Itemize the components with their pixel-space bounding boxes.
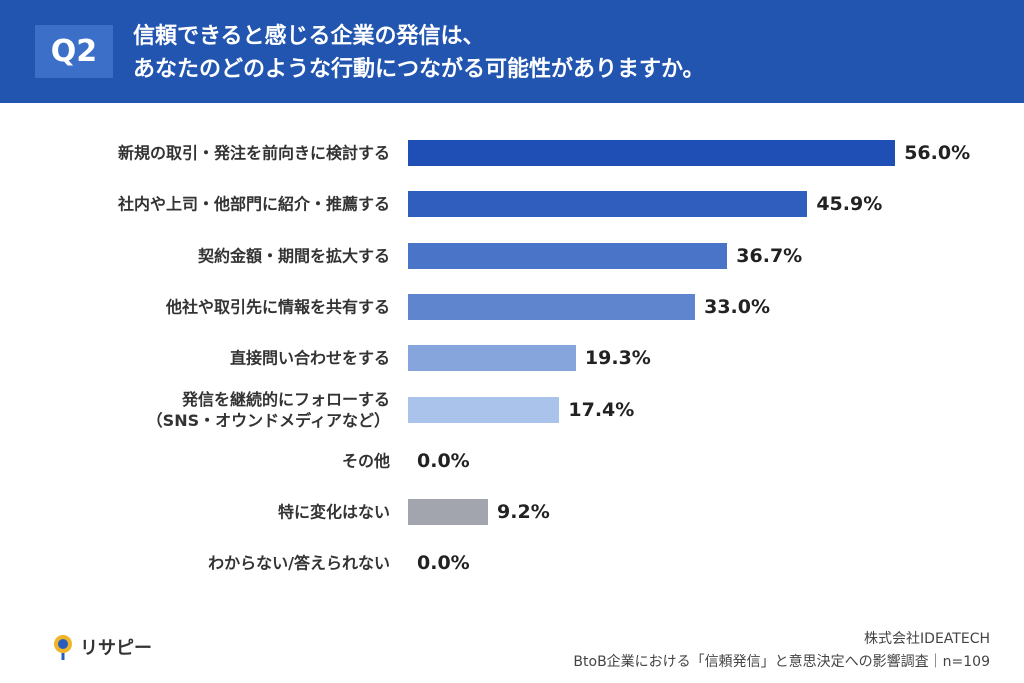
value-label: 0.0% bbox=[417, 449, 470, 472]
bar bbox=[408, 345, 576, 372]
bar bbox=[408, 242, 728, 269]
category-label: 特に変化はない bbox=[277, 502, 390, 522]
category-label: 契約金額・期間を拡大する bbox=[197, 246, 390, 266]
bar bbox=[408, 396, 560, 423]
survey-note: BtoB企業における「信頼発信」と意思決定への影響調査｜n=109 bbox=[573, 654, 990, 670]
logo: リサピー bbox=[52, 634, 152, 660]
bar bbox=[408, 499, 489, 526]
value-label: 17.4% bbox=[568, 398, 635, 421]
bar bbox=[408, 293, 696, 320]
category-label: 他社や取引先に情報を共有する bbox=[165, 297, 390, 317]
category-label: 社内や上司・他部門に紹介・推薦する bbox=[117, 194, 390, 214]
category-label: 新規の取引・発注を前向きに検討する bbox=[117, 143, 390, 163]
category-label: その他 bbox=[341, 451, 390, 471]
logo-text: リサピー bbox=[80, 638, 152, 659]
bar bbox=[408, 140, 896, 166]
value-label: 9.2% bbox=[497, 501, 550, 524]
value-label: 33.0% bbox=[704, 295, 771, 318]
value-label: 56.0% bbox=[904, 142, 971, 164]
bar bbox=[408, 191, 808, 218]
value-label: 45.9% bbox=[816, 193, 883, 216]
logo-icon bbox=[54, 635, 72, 660]
header: Q2 信頼できると感じる企業の発信は、 あなたのどのような行動につながる可能性が… bbox=[0, 0, 1024, 103]
category-label: わからない/答えられない bbox=[208, 553, 390, 573]
value-label: 36.7% bbox=[736, 244, 803, 267]
question-title: 信頼できると感じる企業の発信は、 あなたのどのような行動につながる可能性がありま… bbox=[133, 24, 705, 82]
category-label: 直接問い合わせをする bbox=[229, 348, 390, 368]
company: 株式会社IDEATECH bbox=[864, 631, 990, 647]
value-label: 19.3% bbox=[584, 347, 651, 370]
question-badge: Q2 bbox=[35, 25, 113, 78]
category-label: 発信を継続的にフォローする （SNS・オウンドメディアなど） bbox=[146, 389, 390, 430]
chart: 新規の取引・発注を前向きに検討する 56.0% 社内や上司・他部門に紹介・推薦する 4… bbox=[0, 127, 1024, 587]
value-label: 0.0% bbox=[417, 552, 470, 575]
